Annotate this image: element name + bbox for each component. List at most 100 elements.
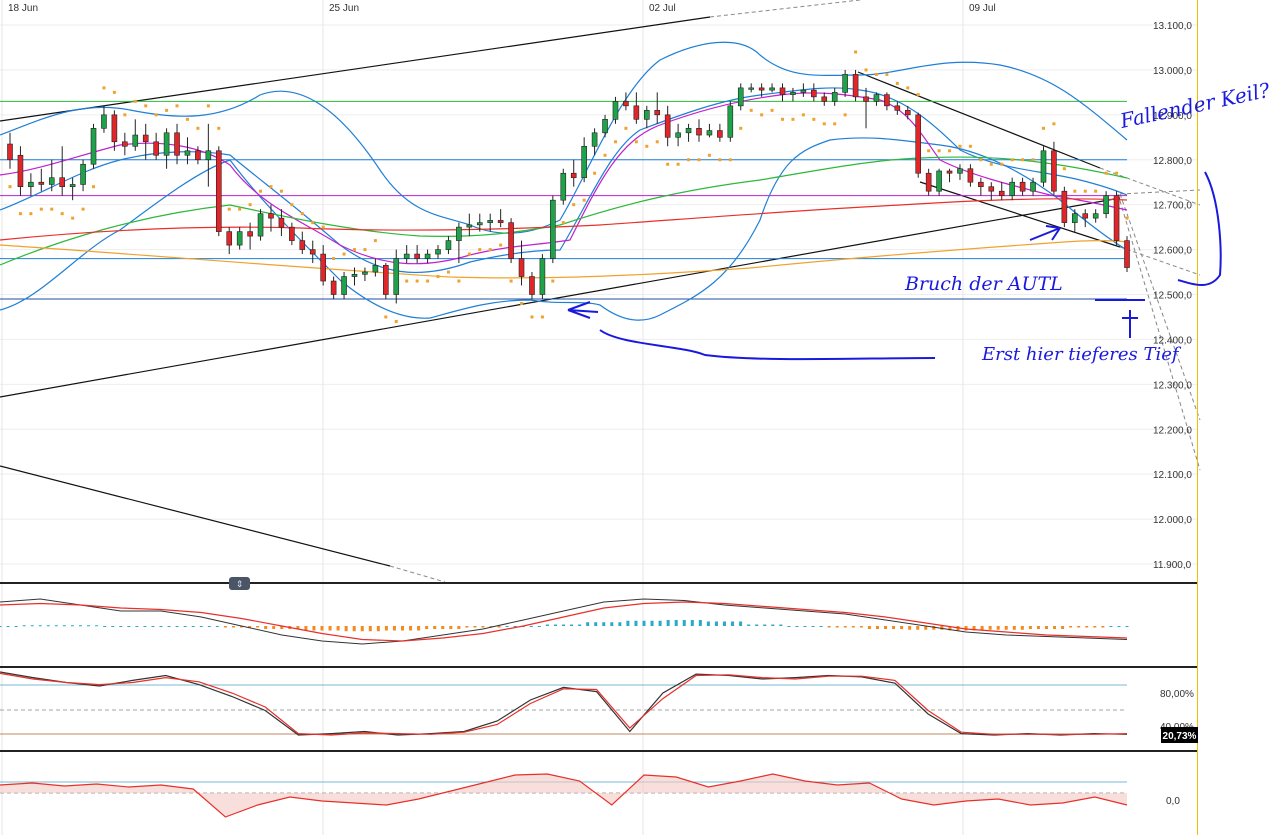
macd-histogram-bar (183, 626, 187, 627)
macd-histogram-bar (22, 625, 26, 627)
macd-histogram-bar (867, 626, 871, 629)
date-axis: 18 Jun 25 Jun 02 Jul 09 Jul (8, 3, 996, 14)
macd-histogram-bar (6, 626, 10, 627)
sar-dot (426, 279, 430, 283)
upper-channel-line (0, 16, 711, 122)
candle (351, 267, 358, 286)
candle (518, 240, 525, 286)
candle (320, 245, 326, 286)
sar-dot (739, 126, 743, 130)
candle (873, 92, 880, 106)
stoch-d-line (0, 672, 1128, 736)
macd-histogram-bar (690, 620, 694, 626)
candle (456, 222, 462, 264)
macd-histogram-bar (14, 626, 18, 627)
macd-histogram-bar (513, 626, 517, 627)
sar-dot (394, 319, 398, 323)
candle (268, 204, 274, 232)
candle (435, 245, 441, 259)
sar-dot (697, 158, 701, 162)
candle (696, 119, 702, 142)
macd-histogram-bar (70, 625, 74, 627)
macd-histogram-bar (964, 626, 968, 631)
macd-histogram-bar (819, 626, 823, 627)
macd-histogram-bar (199, 626, 203, 627)
sar-dot (1094, 189, 1098, 193)
macd-histogram-bar (586, 622, 590, 626)
sar-dot (1041, 126, 1045, 130)
macd-histogram-bar (988, 626, 992, 630)
date-tick-label: 25 Jun (329, 3, 359, 14)
macd-histogram-bar (223, 626, 227, 628)
candle (1103, 191, 1109, 219)
sar-dot (593, 171, 597, 175)
macd-histogram-bar (545, 624, 549, 626)
price-tick-label: 12.600,0 (1153, 246, 1192, 257)
macd-histogram-bar (658, 620, 662, 626)
candle (539, 254, 546, 299)
macd-histogram-bar (1101, 626, 1105, 628)
sar-dot (1115, 171, 1119, 175)
date-separators (1, 0, 964, 835)
candle (424, 249, 431, 264)
macd-histogram-bar (1093, 626, 1097, 628)
candle (602, 114, 608, 138)
candle (915, 112, 922, 178)
sar-dot (530, 315, 534, 319)
sar-dot (154, 113, 158, 117)
sar-dot (300, 212, 304, 216)
candle (69, 177, 76, 201)
sar-dot (279, 189, 283, 193)
price-tick-label: 12.300,0 (1153, 380, 1192, 391)
macd-histogram-bar (924, 626, 928, 630)
candle (769, 83, 775, 93)
macd-histogram-bar (304, 626, 308, 631)
macd-histogram-bar (360, 626, 364, 632)
macd-histogram-bar (151, 626, 155, 627)
sar-dot (989, 162, 993, 166)
wedge-lower-extension (1119, 246, 1201, 276)
date-tick-label: 18 Jun (8, 3, 38, 14)
macd-histogram-bar (932, 626, 936, 630)
candle (90, 123, 97, 169)
macd-histogram-bar (875, 626, 879, 629)
sar-dot (50, 207, 54, 211)
price-tick-label: 11.900,0 (1153, 560, 1192, 571)
macd-histogram-bar (731, 621, 735, 626)
stoch-current-value-box (1161, 727, 1198, 743)
sar-dot (540, 315, 544, 319)
candle (236, 227, 243, 250)
candle (341, 272, 347, 299)
sar-dot (92, 185, 96, 189)
candle (163, 128, 170, 169)
moving-average-orange (0, 240, 1128, 279)
pane-resize-handle[interactable]: ⇕ (229, 577, 250, 590)
macd-histogram-bar (79, 625, 82, 627)
macd-histogram-bar (795, 626, 799, 627)
macd-histogram-bar (706, 621, 710, 626)
sar-dot (112, 90, 116, 94)
sar-dot (561, 221, 565, 225)
macd-histogram-bar (38, 625, 42, 627)
macd-histogram-bar (497, 626, 501, 628)
candle (247, 222, 253, 250)
candle (591, 128, 598, 156)
sar-dot (718, 158, 722, 162)
sar-dot (948, 149, 952, 153)
macd-histogram-bar (95, 625, 99, 627)
sar-dot (655, 140, 659, 144)
price-tick-label: 13.000,0 (1153, 66, 1192, 77)
candle (967, 164, 974, 187)
sar-dot (687, 158, 691, 162)
sar-dot (906, 86, 910, 90)
macd-histogram-bar (1125, 626, 1129, 627)
candle (790, 87, 796, 102)
macd-histogram-bar (175, 626, 179, 627)
sar-dot (123, 113, 127, 117)
macd-histogram-bar (1109, 626, 1113, 627)
candle (675, 123, 681, 147)
macd-histogram-bar (594, 622, 598, 626)
macd-histogram-bar (537, 626, 541, 627)
osc-tick-zero: 0,0 (1166, 796, 1180, 807)
